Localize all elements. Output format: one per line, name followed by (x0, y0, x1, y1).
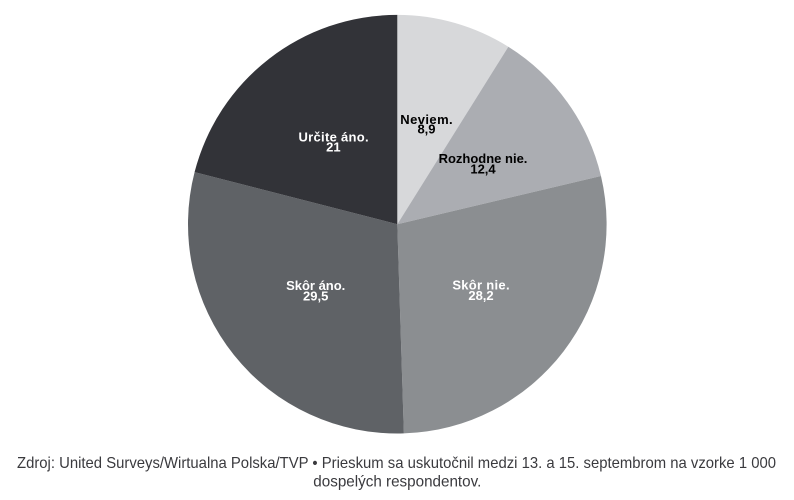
svg-text:21: 21 (326, 140, 340, 155)
svg-text:Určite áno.: Určite áno. (298, 130, 368, 145)
svg-text:Skôr áno.: Skôr áno. (286, 278, 345, 293)
svg-text:28,2: 28,2 (468, 288, 493, 303)
svg-text:Zdroj: United Surveys/Wirtualn: Zdroj: United Surveys/Wirtualna Polska/T… (17, 455, 776, 472)
svg-text:Skôr nie.: Skôr nie. (452, 277, 510, 292)
svg-text:Rozhodne nie.: Rozhodne nie. (439, 151, 528, 166)
svg-text:12,4: 12,4 (470, 162, 496, 177)
svg-text:dospelých respondentov.: dospelých respondentov. (313, 474, 481, 491)
svg-text:29,5: 29,5 (303, 288, 328, 303)
svg-text:8,9: 8,9 (417, 122, 435, 137)
svg-text:Neviem.: Neviem. (400, 112, 453, 127)
